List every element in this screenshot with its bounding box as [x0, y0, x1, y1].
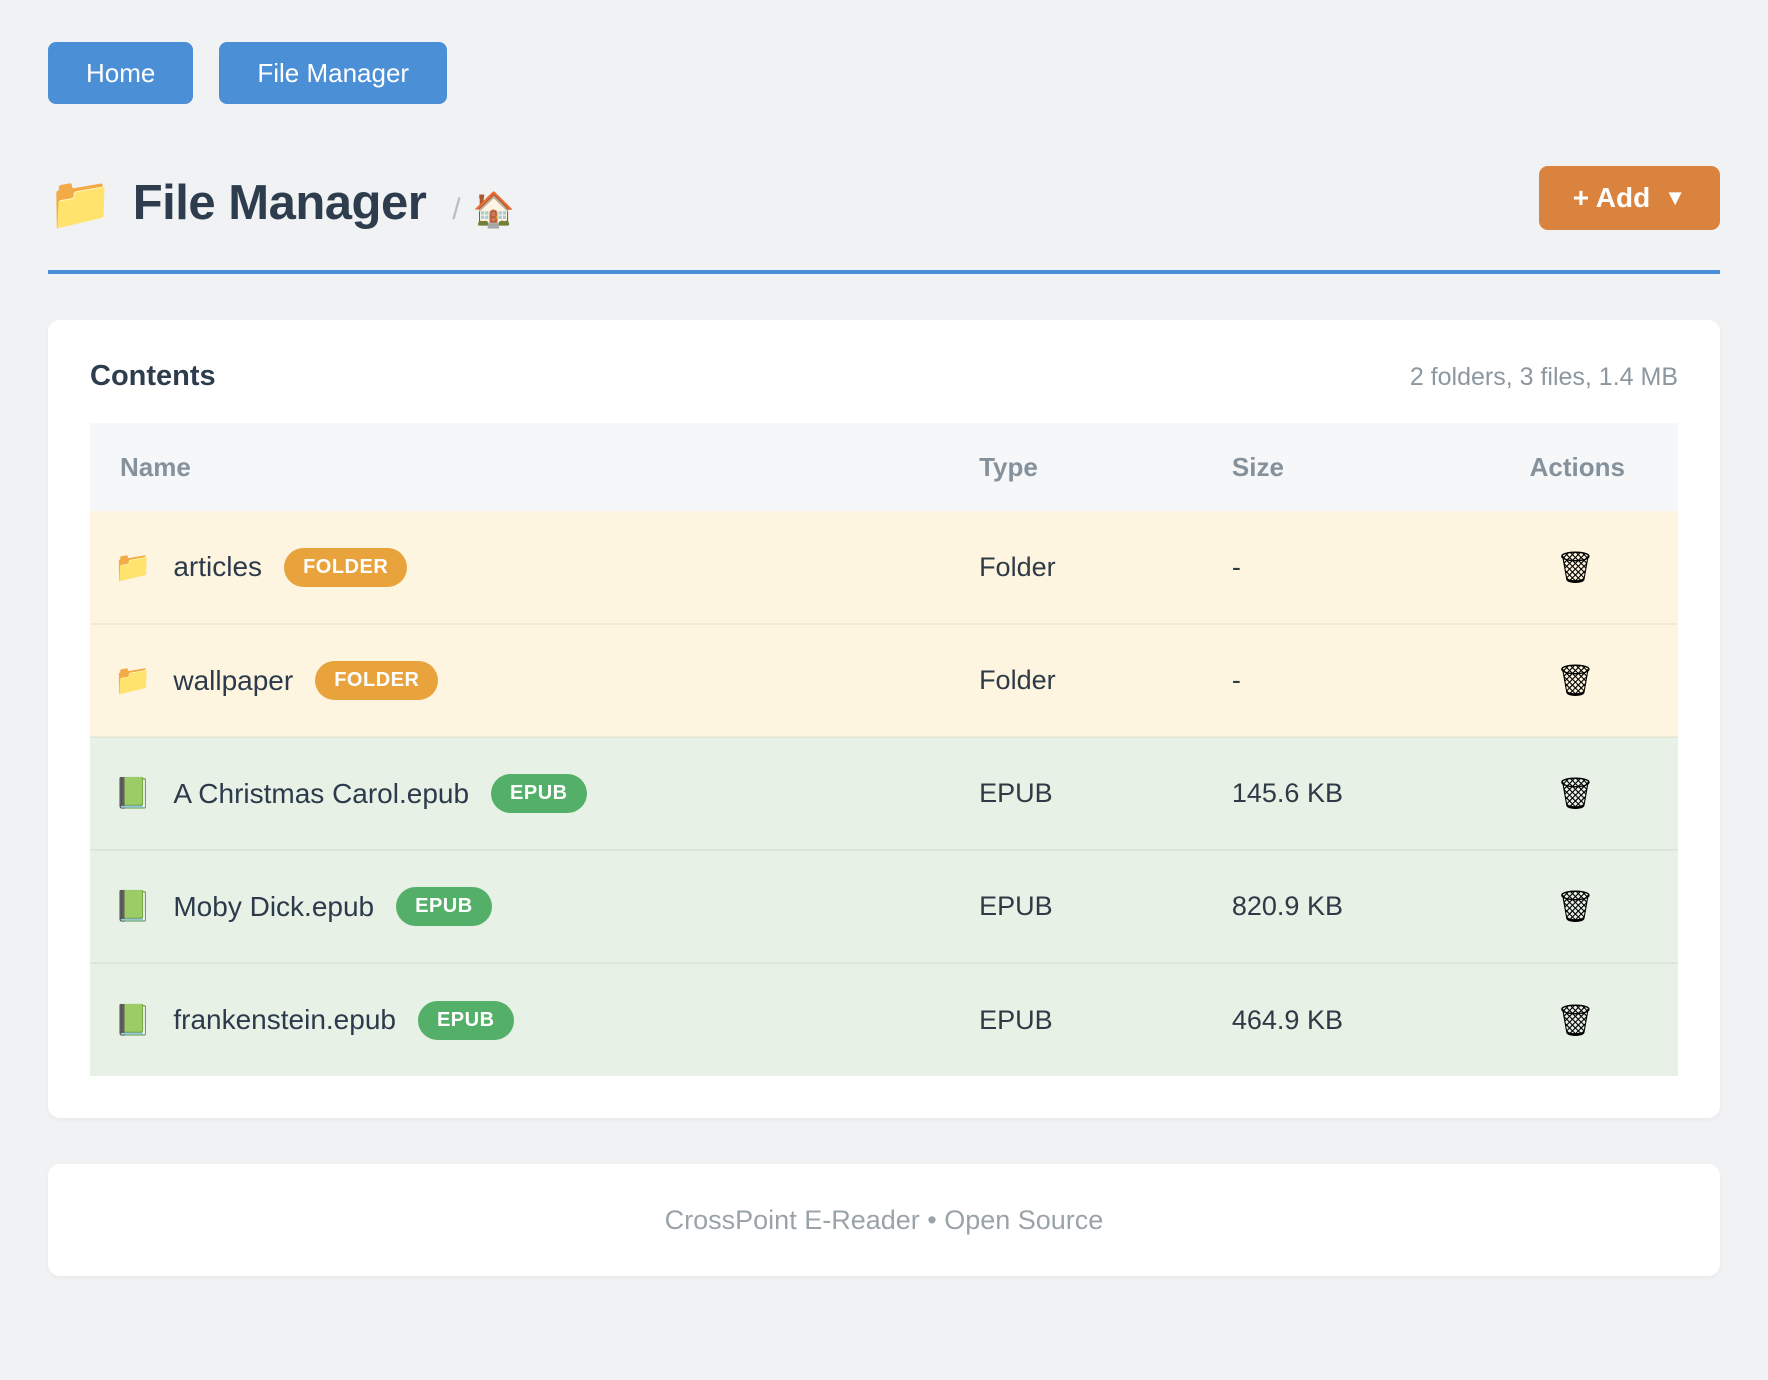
table-row: 📗 A Christmas Carol.epub EPUB EPUB 145.6…	[90, 737, 1678, 850]
folder-badge: FOLDER	[315, 661, 439, 700]
file-name-link[interactable]: wallpaper	[173, 664, 294, 696]
page-title: File Manager	[132, 176, 427, 230]
epub-badge: EPUB	[417, 1000, 514, 1040]
contents-card: Contents 2 folders, 3 files, 1.4 MB Name…	[48, 320, 1720, 1118]
size-cell: 464.9 KB	[1231, 1004, 1343, 1035]
trash-icon: 🗑	[1555, 549, 1595, 585]
column-header-type: Type	[979, 423, 1232, 511]
delete-button[interactable]: 🗑	[1552, 1001, 1599, 1040]
type-cell: EPUB	[979, 891, 1053, 921]
folder-badge: FOLDER	[284, 547, 408, 587]
footer: CrossPoint E-Reader • Open Source	[48, 1164, 1720, 1276]
nav-home-button[interactable]: Home	[48, 42, 194, 104]
folder-icon: 📁	[114, 550, 152, 584]
add-button[interactable]: + Add ▼	[1538, 166, 1720, 230]
epub-badge: EPUB	[491, 774, 587, 813]
contents-summary: 2 folders, 3 files, 1.4 MB	[1409, 363, 1678, 391]
book-icon: 📗	[114, 890, 152, 923]
file-name-link[interactable]: articles	[173, 551, 263, 582]
column-header-name: Name	[90, 423, 980, 511]
nav-file-manager-button[interactable]: File Manager	[219, 42, 448, 104]
column-header-actions: Actions	[1529, 423, 1678, 511]
folder-icon: 📁	[114, 664, 152, 697]
footer-text: CrossPoint E-Reader • Open Source	[664, 1204, 1104, 1235]
delete-button[interactable]: 🗑	[1552, 661, 1599, 700]
size-cell: -	[1231, 665, 1241, 695]
home-icon[interactable]: 🏠	[472, 191, 515, 229]
type-cell: EPUB	[979, 1004, 1053, 1035]
file-name-link[interactable]: frankenstein.epub	[173, 1004, 396, 1035]
trash-icon: 🗑	[1555, 889, 1595, 924]
page-header: 📁 File Manager / 🏠 + Add ▼	[48, 166, 1720, 240]
trash-icon: 🗑	[1555, 663, 1595, 698]
table-row: 📁 articles FOLDER Folder - 🗑	[90, 511, 1678, 624]
delete-button[interactable]: 🗑	[1552, 774, 1599, 813]
book-icon: 📗	[114, 777, 152, 810]
breadcrumb: / 🏠	[452, 190, 515, 230]
trash-icon: 🗑	[1555, 1002, 1595, 1038]
type-cell: EPUB	[979, 778, 1053, 808]
type-cell: Folder	[979, 665, 1056, 695]
table-row: 📁 wallpaper FOLDER Folder - 🗑	[90, 624, 1678, 737]
top-nav: Home File Manager	[48, 42, 1720, 104]
chevron-down-icon: ▼	[1664, 185, 1686, 210]
table-header-row: Name Type Size Actions	[90, 423, 1678, 511]
size-cell: 820.9 KB	[1231, 891, 1343, 921]
folder-icon: 📁	[48, 174, 113, 233]
title-divider	[48, 270, 1720, 274]
size-cell: -	[1231, 551, 1241, 582]
breadcrumb-separator: /	[452, 193, 461, 226]
delete-button[interactable]: 🗑	[1552, 887, 1599, 926]
contents-title: Contents	[90, 360, 216, 392]
file-name-link[interactable]: A Christmas Carol.epub	[173, 777, 470, 809]
files-table: Name Type Size Actions 📁 articles FOLDER	[90, 423, 1678, 1076]
size-cell: 145.6 KB	[1231, 778, 1343, 808]
type-cell: Folder	[979, 551, 1056, 582]
table-row: 📗 Moby Dick.epub EPUB EPUB 820.9 KB 🗑	[90, 850, 1678, 963]
trash-icon: 🗑	[1555, 776, 1595, 811]
book-icon: 📗	[114, 1003, 152, 1037]
file-name-link[interactable]: Moby Dick.epub	[173, 890, 375, 922]
table-row: 📗 frankenstein.epub EPUB EPUB 464.9 KB 🗑	[90, 963, 1678, 1076]
delete-button[interactable]: 🗑	[1552, 548, 1599, 587]
add-button-label: + Add	[1572, 182, 1651, 213]
file-manager-page: Home File Manager 📁 File Manager / 🏠 + A…	[48, 42, 1720, 1276]
column-header-size: Size	[1231, 423, 1530, 511]
epub-badge: EPUB	[396, 887, 492, 926]
